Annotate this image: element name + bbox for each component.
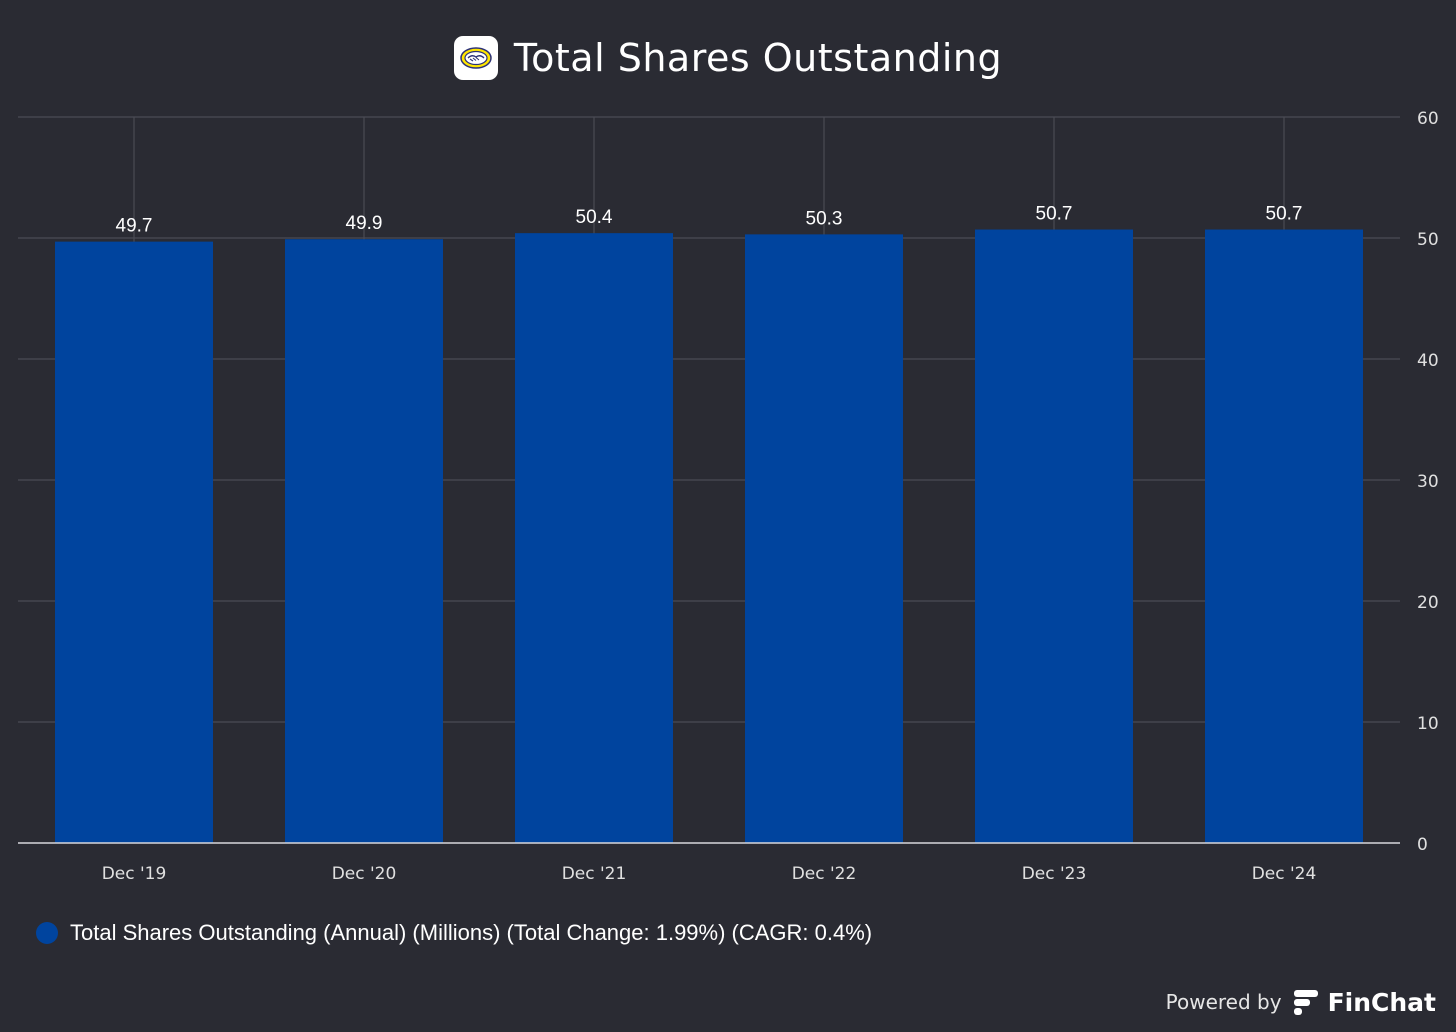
x-tick-label: Dec '19 bbox=[102, 864, 167, 884]
axes: 0 10 20 30 40 50 60 Dec '19 Dec '20 Dec '21 Dec '2… bbox=[18, 109, 1439, 884]
legend-label: Total Shares Outstanding (Annual) (Milli… bbox=[70, 920, 873, 945]
bars bbox=[55, 229, 1363, 843]
chart-header: Total Shares Outstanding bbox=[0, 30, 1456, 86]
y-tick-label: 20 bbox=[1417, 593, 1439, 613]
bar[interactable] bbox=[745, 234, 903, 843]
powered-by-text: Powered by bbox=[1165, 990, 1282, 1014]
data-label: 50.7 bbox=[1036, 204, 1073, 225]
y-tick-label: 50 bbox=[1417, 230, 1439, 250]
data-label: 49.9 bbox=[346, 213, 383, 234]
powered-by[interactable]: Powered by FinChat bbox=[1166, 984, 1436, 1020]
grid-lines bbox=[18, 116, 1400, 843]
y-tick-label: 0 bbox=[1417, 835, 1428, 855]
legend[interactable]: Total Shares Outstanding (Annual) (Milli… bbox=[36, 917, 872, 949]
data-label: 50.3 bbox=[806, 208, 843, 229]
bar[interactable] bbox=[285, 239, 443, 843]
brand-name: FinChat bbox=[1327, 987, 1436, 1017]
bar[interactable] bbox=[975, 229, 1133, 843]
bar[interactable] bbox=[515, 233, 673, 843]
chart-title: Total Shares Outstanding bbox=[513, 36, 1003, 80]
handshake-logo-icon bbox=[453, 36, 498, 80]
bar[interactable] bbox=[1205, 229, 1363, 843]
x-tick-label: Dec '24 bbox=[1252, 864, 1317, 884]
x-tick-label: Dec '20 bbox=[332, 864, 397, 884]
y-tick-label: 60 bbox=[1417, 109, 1439, 129]
brand: FinChat bbox=[1292, 988, 1436, 1017]
y-tick-label: 40 bbox=[1417, 351, 1439, 371]
x-tick-label: Dec '21 bbox=[562, 864, 627, 884]
bar[interactable] bbox=[55, 241, 213, 843]
data-label: 50.7 bbox=[1266, 204, 1303, 225]
finchat-logo-icon bbox=[1293, 990, 1318, 1015]
x-tick-label: Dec '23 bbox=[1022, 864, 1087, 884]
y-tick-label: 30 bbox=[1417, 472, 1439, 492]
x-tick-label: Dec '22 bbox=[792, 864, 857, 884]
legend-marker bbox=[36, 922, 58, 944]
data-labels: 49.7 49.9 50.4 50.3 50.7 50.7 bbox=[116, 204, 1303, 237]
data-label: 49.7 bbox=[116, 216, 153, 237]
y-tick-label: 10 bbox=[1417, 714, 1439, 734]
bar-chart: 49.7 49.9 50.4 50.3 50.7 50.7 0 10 20 30 40 50 60 De… bbox=[18, 109, 1439, 884]
data-label: 50.4 bbox=[576, 207, 613, 228]
